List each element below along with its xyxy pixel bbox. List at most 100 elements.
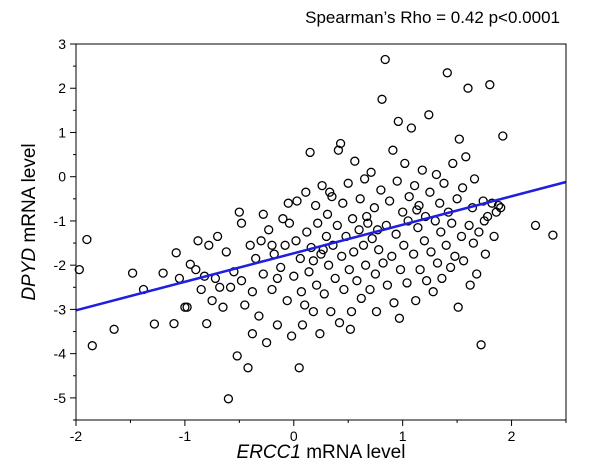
data-point: [391, 229, 401, 239]
data-point: [382, 280, 393, 290]
data-point: [185, 259, 195, 269]
data-point: [87, 341, 97, 351]
data-point: [289, 271, 299, 281]
y-tick-label: 1: [58, 124, 66, 140]
data-point: [300, 300, 310, 310]
data-point: [458, 256, 469, 266]
data-point: [412, 205, 422, 215]
data-point: [292, 196, 302, 206]
data-point: [456, 231, 467, 242]
data-point: [350, 156, 360, 166]
data-point: [243, 363, 253, 373]
y-tick-label: 3: [58, 36, 66, 52]
regression-line: [75, 180, 567, 312]
data-point: [295, 253, 305, 264]
data-point: [376, 185, 386, 195]
data-point: [283, 198, 293, 208]
data-point: [411, 295, 421, 306]
data-point: [388, 145, 398, 155]
data-point: [387, 251, 397, 261]
data-point: [284, 218, 295, 228]
data-point: [452, 194, 462, 204]
data-point: [402, 278, 412, 288]
data-point: [398, 207, 408, 217]
axes: -2 -1 0 1 2 -5 -4 -3 -2 -1 0 1 2 3: [54, 36, 567, 444]
data-point: [267, 284, 277, 295]
data-point: [254, 311, 264, 321]
data-point: [261, 337, 272, 348]
y-axis-label: DPYD mRNA level: [19, 72, 41, 372]
data-point: [406, 123, 417, 133]
data-point: [323, 260, 334, 270]
data-point: [441, 240, 451, 250]
data-point: [158, 268, 168, 278]
data-point: [207, 295, 217, 306]
data-point: [267, 240, 277, 250]
data-point: [202, 318, 212, 329]
y-tick-label: -2: [54, 257, 67, 273]
data-point: [419, 236, 430, 246]
data-point: [450, 251, 460, 261]
data-point: [439, 178, 449, 188]
data-point: [236, 218, 247, 228]
data-point: [296, 287, 307, 297]
data-point: [371, 306, 382, 317]
data-point: [225, 282, 236, 292]
data-point: [191, 264, 201, 275]
data-point: [367, 233, 377, 244]
x-tick-label: -1: [179, 428, 192, 444]
data-point: [245, 240, 255, 250]
data-point: [400, 158, 410, 169]
data-point: [461, 152, 471, 162]
data-point: [355, 194, 365, 204]
data-point: [442, 68, 452, 78]
y-axis-gene: DPYD: [19, 247, 40, 301]
data-point: [232, 351, 242, 361]
data-point: [344, 264, 354, 275]
y-tick-label: -1: [54, 213, 67, 229]
data-point: [370, 269, 381, 279]
data-point: [389, 298, 399, 308]
data-point: [413, 222, 423, 233]
data-point: [310, 200, 321, 211]
data-point: [424, 110, 434, 120]
data-point: [465, 280, 475, 290]
data-point: [436, 227, 446, 237]
data-point: [327, 191, 337, 202]
data-point: [457, 183, 468, 193]
data-point: [378, 258, 388, 268]
data-point: [417, 165, 427, 175]
data-point: [343, 178, 353, 188]
data-point: [221, 247, 231, 257]
data-point: [356, 293, 366, 304]
y-tick-label: 2: [58, 80, 66, 96]
data-point: [82, 234, 92, 245]
data-point: [319, 289, 329, 299]
data-point: [294, 363, 304, 373]
data-point: [485, 80, 495, 90]
data-point: [338, 198, 348, 208]
x-axis-gene: ERCC1: [236, 442, 301, 463]
data-point: [414, 200, 424, 211]
data-point: [196, 284, 206, 295]
data-point: [404, 191, 414, 202]
data-point: [428, 287, 438, 297]
data-point: [493, 200, 504, 211]
data-point: [474, 227, 484, 237]
data-point: [358, 240, 369, 250]
data-point: [395, 264, 406, 275]
data-point: [392, 176, 402, 186]
data-point: [366, 167, 376, 177]
data-point: [169, 318, 179, 329]
data-point: [212, 231, 223, 242]
data-point: [127, 268, 138, 278]
data-point: [347, 214, 358, 224]
data-point: [297, 320, 308, 330]
data-point: [415, 264, 425, 275]
data-point: [215, 282, 225, 292]
x-tick-label: 2: [508, 428, 516, 444]
data-point: [530, 220, 541, 231]
data-point: [476, 340, 486, 350]
data-point: [171, 248, 181, 258]
x-tick-label: 1: [399, 428, 407, 444]
